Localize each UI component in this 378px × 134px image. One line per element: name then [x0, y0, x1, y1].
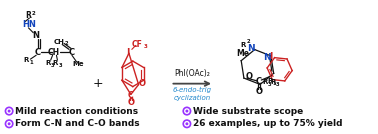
- Text: R: R: [262, 79, 268, 85]
- Text: 2: 2: [246, 39, 250, 44]
- Text: R: R: [45, 60, 50, 66]
- Text: Wide substrate scope: Wide substrate scope: [193, 107, 303, 116]
- Text: N: N: [263, 53, 271, 62]
- Text: 3: 3: [268, 82, 272, 87]
- Text: R: R: [53, 60, 58, 66]
- Text: N: N: [247, 44, 255, 53]
- Text: 3: 3: [143, 44, 147, 49]
- Text: 1: 1: [273, 81, 277, 86]
- Text: O: O: [127, 98, 134, 107]
- Text: R: R: [240, 42, 246, 48]
- Text: I: I: [269, 52, 273, 61]
- Text: O: O: [256, 87, 263, 96]
- Text: C: C: [35, 48, 41, 57]
- Text: 3: 3: [276, 82, 279, 87]
- Circle shape: [8, 122, 11, 125]
- Text: 1: 1: [29, 60, 33, 65]
- Text: Me: Me: [73, 61, 85, 67]
- Text: R: R: [25, 11, 31, 20]
- Text: Form C-N and C-O bands: Form C-N and C-O bands: [15, 119, 139, 128]
- Text: C: C: [256, 77, 262, 85]
- Text: PhI(OAc)₂: PhI(OAc)₂: [174, 69, 210, 78]
- Circle shape: [8, 110, 11, 113]
- Text: +: +: [93, 77, 103, 90]
- Text: R: R: [267, 78, 273, 84]
- Text: 3: 3: [59, 63, 62, 68]
- Text: R: R: [24, 57, 29, 63]
- Text: O: O: [139, 79, 146, 88]
- Text: HN: HN: [23, 20, 37, 29]
- Text: 2: 2: [31, 11, 35, 16]
- Text: I: I: [126, 48, 130, 57]
- Text: 26 examples, up to 75% yield: 26 examples, up to 75% yield: [193, 119, 342, 128]
- Text: 6-endo-trig
cyclization: 6-endo-trig cyclization: [173, 87, 212, 101]
- Text: CF: CF: [131, 40, 142, 49]
- Circle shape: [186, 110, 188, 113]
- Text: CH: CH: [48, 48, 60, 57]
- Text: 3: 3: [51, 63, 54, 68]
- Text: N: N: [33, 31, 40, 40]
- Text: 2: 2: [64, 41, 68, 46]
- Circle shape: [186, 122, 188, 125]
- Text: Me: Me: [237, 49, 249, 58]
- Text: C: C: [69, 48, 75, 57]
- Text: CH: CH: [54, 39, 65, 44]
- Text: O: O: [245, 72, 252, 81]
- Text: Mild reaction conditions: Mild reaction conditions: [15, 107, 138, 116]
- Text: C: C: [128, 91, 134, 100]
- Text: R: R: [270, 79, 276, 85]
